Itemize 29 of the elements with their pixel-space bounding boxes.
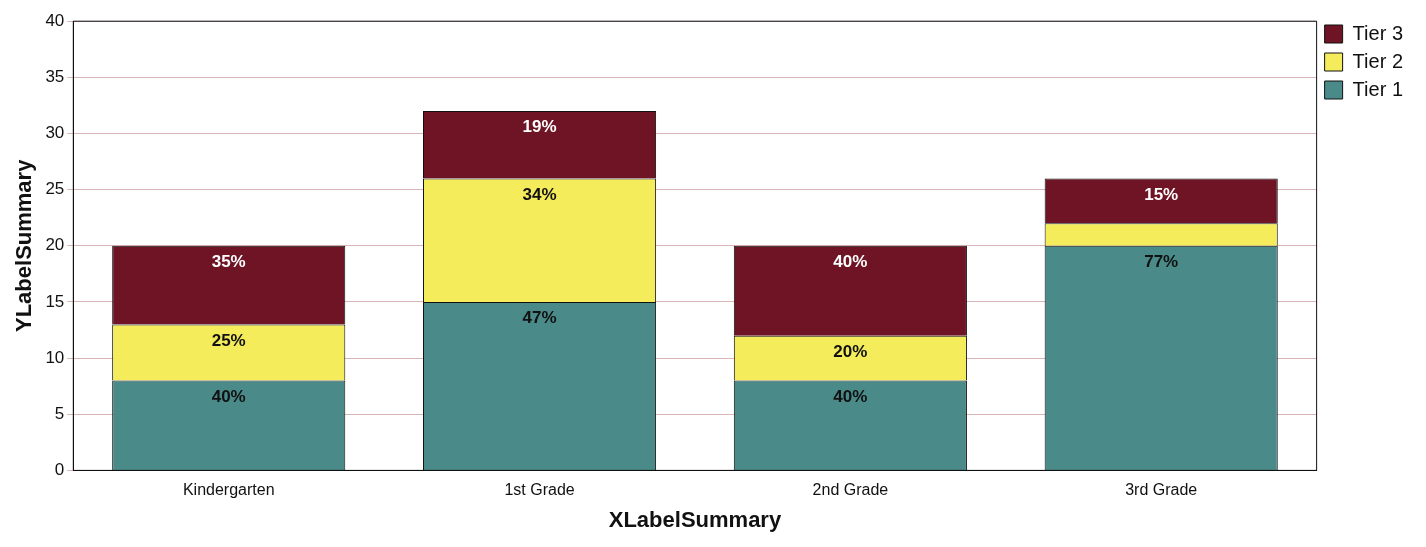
y-tick-label: 15 [45,291,65,311]
y-tick-label: 0 [54,460,65,480]
legend-label: Tier 2 [1352,49,1404,72]
y-tick-label: 40 [45,10,65,30]
y-tick-label: 20 [45,235,65,255]
y-axis-title: YLabelSummary [11,158,37,332]
annotation: 40% [833,386,868,406]
annotation: 40% [211,386,246,406]
y-tick-label: 5 [54,403,65,423]
x-tick-label: Kindergarten [182,481,275,499]
y-tick-label: 10 [45,347,65,367]
x-axis-title: XLabelSummary [608,506,782,532]
x-tick-label: 2nd Grade [812,481,889,499]
annotation: 25% [211,330,246,350]
y-tick-label: 35 [45,67,65,87]
annotation: 77% [1144,251,1179,271]
annotation: 19% [522,117,557,137]
x-tick-label: 1st Grade [504,481,575,499]
annotation: 47% [522,308,557,328]
annotation: 20% [833,341,868,361]
legend-label: Tier 1 [1352,77,1404,100]
annotation: 15% [1144,184,1179,204]
legend-label: Tier 3 [1352,21,1404,44]
y-tick-label: 30 [45,123,65,143]
x-tick-label: 3rd Grade [1125,481,1198,499]
y-tick-label: 25 [45,179,65,199]
annotation: 34% [522,184,557,204]
annotation: 35% [211,251,246,271]
annotation: 40% [833,251,868,271]
